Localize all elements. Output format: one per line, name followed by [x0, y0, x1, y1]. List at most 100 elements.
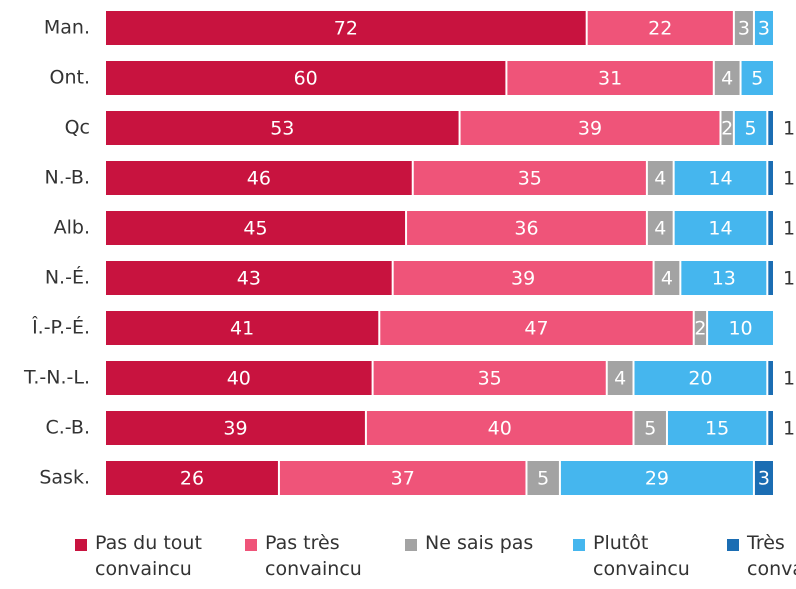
bar-segment [647, 161, 673, 195]
bar-segment [460, 111, 720, 145]
bar-segment [768, 211, 773, 245]
value-label: 2 [721, 118, 733, 140]
value-label: 1 [783, 168, 795, 190]
value-label: 4 [654, 218, 666, 240]
bar-segment [106, 411, 365, 445]
bar-segment [413, 161, 646, 195]
value-label: 53 [270, 118, 294, 140]
legend-swatch [405, 539, 417, 551]
category-label: Man. [44, 17, 90, 39]
bar-segment [106, 461, 278, 495]
value-label: 22 [648, 18, 672, 40]
bar-segment [647, 211, 673, 245]
legend-item: Ne sais pas [405, 530, 585, 556]
value-label: 31 [598, 68, 622, 90]
category-label: Î.-P.-É. [31, 316, 90, 339]
bar-segment [106, 11, 586, 45]
category-label: C.-B. [45, 417, 90, 439]
value-label: 35 [518, 168, 542, 190]
legend-label: Pas très convaincu [265, 532, 362, 580]
value-label: 40 [488, 418, 512, 440]
bar-segment [768, 261, 773, 295]
bar-segment [380, 311, 693, 345]
bar-segment [366, 411, 633, 445]
bar-segment [667, 411, 767, 445]
bar-segment [654, 261, 680, 295]
bar-segment [768, 411, 773, 445]
value-label: 26 [180, 468, 204, 490]
bar-segment [714, 61, 740, 95]
value-label: 40 [227, 368, 251, 390]
legend-label: Plutôt convaincu [593, 532, 690, 580]
value-label: 4 [661, 268, 673, 290]
bar-segment [754, 461, 773, 495]
value-label: 2 [694, 318, 706, 340]
bar-segment [734, 111, 767, 145]
value-label: 41 [230, 318, 254, 340]
value-label: 20 [688, 368, 712, 390]
value-label: 14 [708, 168, 732, 190]
value-label: 39 [578, 118, 602, 140]
bar-segment [741, 61, 773, 95]
value-label: 46 [247, 168, 271, 190]
value-label: 39 [223, 418, 247, 440]
bar-segment [527, 461, 559, 495]
legend-item: Pas très convaincu [245, 530, 385, 582]
bar-segment [507, 61, 713, 95]
bar-segment [734, 11, 753, 45]
value-label: 43 [237, 268, 261, 290]
legend-item: Très convaincu [727, 530, 796, 582]
legend-swatch [573, 539, 585, 551]
value-label: 1 [783, 118, 795, 140]
legend-swatch [75, 539, 87, 551]
value-label: 3 [758, 468, 770, 490]
value-label: 4 [721, 68, 733, 90]
bar-segment [106, 211, 406, 245]
value-label: 4 [654, 168, 666, 190]
bar-segment [634, 361, 767, 395]
legend-label: Pas du tout convaincu [95, 532, 202, 580]
value-label: 60 [294, 68, 318, 90]
bar-segment [106, 311, 379, 345]
bar-segment [607, 361, 633, 395]
value-label: 14 [708, 218, 732, 240]
value-label: 39 [511, 268, 535, 290]
category-label: Alb. [54, 217, 90, 239]
value-label: 36 [514, 218, 538, 240]
value-label: 1 [783, 218, 795, 240]
bar-segment [768, 161, 773, 195]
value-label: 13 [712, 268, 736, 290]
bar-segment [708, 311, 773, 345]
value-label: 5 [537, 468, 549, 490]
bar-segment [393, 261, 653, 295]
bar-segment [373, 361, 606, 395]
bar-segment [768, 361, 773, 395]
legend-swatch [727, 539, 739, 551]
category-label: Sask. [39, 467, 90, 489]
bar-segment [106, 161, 412, 195]
value-label: 3 [758, 18, 770, 40]
category-label: N.-B. [44, 167, 90, 189]
category-label: Qc [65, 117, 90, 139]
value-label: 5 [745, 118, 757, 140]
value-label: 1 [783, 268, 795, 290]
legend-item: Pas du tout convaincu [75, 530, 220, 582]
category-label: T.-N.-L. [23, 367, 90, 389]
bar-segment [106, 111, 459, 145]
bar-segment [754, 11, 773, 45]
legend-label: Ne sais pas [425, 532, 534, 554]
value-label: 35 [478, 368, 502, 390]
bar-segment [634, 411, 666, 445]
value-label: 1 [783, 418, 795, 440]
legend-swatch [245, 539, 257, 551]
value-label: 15 [705, 418, 729, 440]
value-label: 29 [645, 468, 669, 490]
value-label: 47 [524, 318, 548, 340]
bar-segment [674, 161, 767, 195]
value-label: 45 [243, 218, 267, 240]
bar-segment [279, 461, 526, 495]
value-label: 4 [614, 368, 626, 390]
value-label: 1 [783, 368, 795, 390]
